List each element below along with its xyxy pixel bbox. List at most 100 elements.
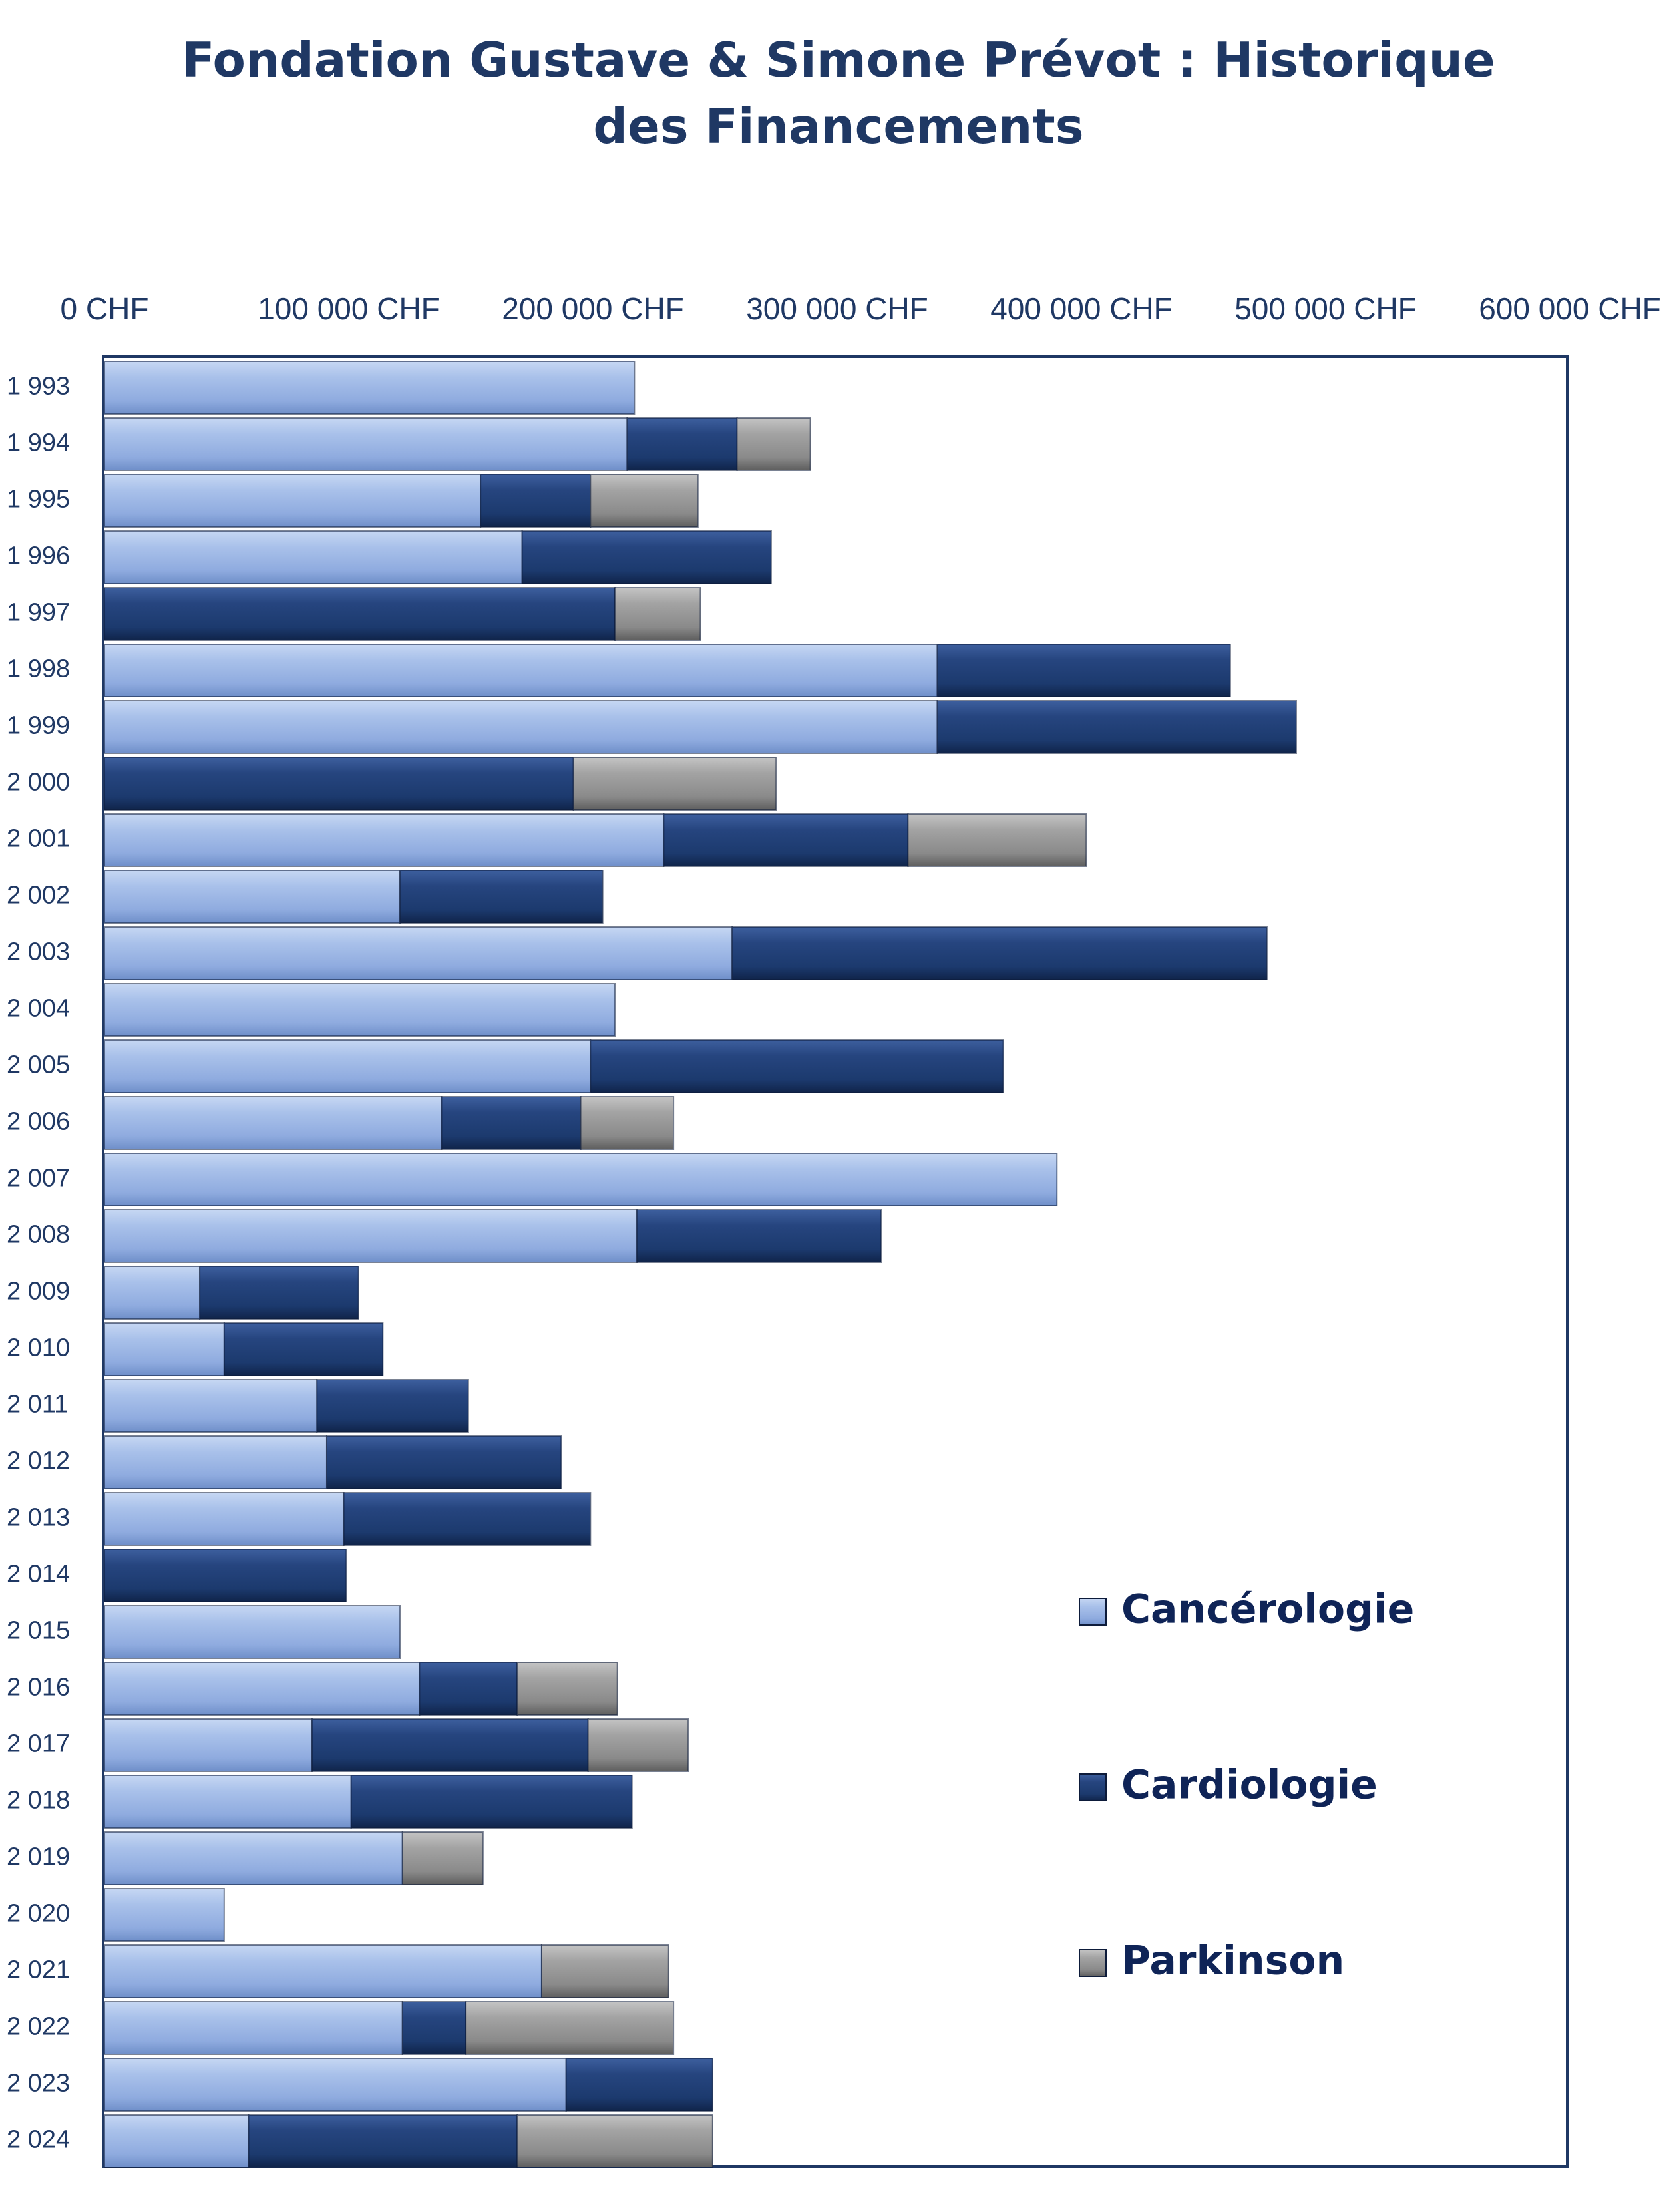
- bar-cardiologie-2008: [636, 1209, 882, 1263]
- bar-parkinson-2006: [580, 1096, 675, 1150]
- bar-cancerologie-2018: [104, 1775, 352, 1829]
- y-tick-label: 2 013: [7, 1504, 70, 1532]
- bar-cancerologie-2009: [104, 1266, 201, 1320]
- bar-parkinson-1995: [590, 474, 699, 528]
- bar-cancerologie-2007: [104, 1153, 1058, 1206]
- bar-cancerologie-2012: [104, 1435, 327, 1489]
- bar-cardiologie-2000: [104, 757, 574, 811]
- bar-cancerologie-2020: [104, 1888, 225, 1942]
- y-tick-label: 2 007: [7, 1165, 70, 1193]
- bar-parkinson-2017: [587, 1718, 689, 1772]
- bar-cancerologie-2008: [104, 1209, 638, 1263]
- legend-swatch-cardiologie: [1079, 1773, 1107, 1801]
- bar-cardiologie-2023: [565, 2058, 713, 2112]
- y-tick-label: 2 020: [7, 1900, 70, 1928]
- bar-cardiologie-2006: [441, 1096, 582, 1150]
- legend-swatch-cancerologie: [1079, 1598, 1107, 1626]
- bar-cardiologie-2002: [399, 870, 604, 924]
- legend-label-cancerologie: Cancérologie: [1121, 1586, 1414, 1633]
- x-tick-label: 400 000 CHF: [990, 291, 1173, 326]
- plot-area-frame: [102, 355, 1569, 2168]
- legend-label-parkinson: Parkinson: [1121, 1938, 1344, 1984]
- bar-cancerologie-2021: [104, 1944, 542, 1998]
- bar-cardiologie-2013: [343, 1492, 592, 1546]
- bar-cancerologie-1994: [104, 417, 628, 471]
- bar-cardiologie-1999: [936, 700, 1297, 754]
- bar-cancerologie-2015: [104, 1605, 401, 1659]
- bar-cancerologie-2024: [104, 2114, 250, 2168]
- x-tick-label: 200 000 CHF: [502, 291, 684, 326]
- y-tick-label: 2 003: [7, 938, 70, 966]
- bar-cardiologie-2017: [311, 1718, 589, 1772]
- bar-cardiologie-2012: [325, 1435, 562, 1489]
- chart-title-line-1: Fondation Gustave & Simone Prévot : Hist…: [182, 32, 1495, 88]
- bar-cardiologie-2016: [419, 1662, 518, 1716]
- y-tick-label: 1 999: [7, 712, 70, 740]
- x-tick-label: 600 000 CHF: [1479, 291, 1661, 326]
- y-tick-label: 1 998: [7, 655, 70, 683]
- y-tick-label: 2 015: [7, 1617, 70, 1645]
- y-tick-label: 2 017: [7, 1730, 70, 1758]
- bar-parkinson-2024: [516, 2114, 713, 2168]
- y-tick-label: 2 018: [7, 1787, 70, 1815]
- y-tick-label: 2 021: [7, 1956, 70, 1984]
- bar-cancerologie-2016: [104, 1662, 421, 1716]
- bar-cardiologie-2011: [316, 1379, 469, 1433]
- y-tick-label: 2 005: [7, 1051, 70, 1079]
- y-tick-label: 2 023: [7, 2070, 70, 2098]
- y-tick-label: 2 008: [7, 1221, 70, 1249]
- bar-cancerologie-2001: [104, 813, 665, 867]
- y-tick-label: 2 000: [7, 769, 70, 797]
- bar-cancerologie-2022: [104, 2001, 403, 2055]
- legend-swatch-parkinson: [1079, 1949, 1107, 1977]
- bar-cardiologie-1994: [626, 417, 738, 471]
- y-tick-label: 2 011: [7, 1391, 68, 1419]
- bar-cardiologie-2003: [731, 926, 1268, 980]
- y-tick-label: 1 997: [7, 599, 70, 627]
- y-tick-label: 1 995: [7, 486, 70, 514]
- bar-cardiologie-2010: [223, 1322, 384, 1376]
- bar-cancerologie-2010: [104, 1322, 225, 1376]
- bar-cancerologie-2004: [104, 983, 616, 1037]
- bar-parkinson-2022: [465, 2001, 675, 2055]
- bar-cardiologie-2024: [248, 2114, 518, 2168]
- bar-cancerologie-1993: [104, 361, 636, 415]
- y-tick-label: 1 994: [7, 429, 70, 457]
- chart-title-line-2: des Financements: [593, 98, 1084, 154]
- bar-cancerologie-1998: [104, 644, 938, 697]
- bar-parkinson-2016: [516, 1662, 618, 1716]
- y-tick-label: 2 016: [7, 1674, 70, 1702]
- bar-cancerologie-2011: [104, 1379, 318, 1433]
- y-tick-label: 2 019: [7, 1843, 70, 1871]
- y-tick-label: 2 001: [7, 825, 70, 853]
- bar-cancerologie-2006: [104, 1096, 443, 1150]
- bar-cancerologie-1995: [104, 474, 482, 528]
- bar-cardiologie-1997: [104, 587, 616, 641]
- bar-cancerologie-2013: [104, 1492, 345, 1546]
- y-tick-label: 2 010: [7, 1334, 70, 1362]
- bar-cancerologie-2019: [104, 1831, 403, 1885]
- chart-title: Fondation Gustave & Simone Prévot : Hist…: [0, 27, 1677, 160]
- bar-cardiologie-2018: [350, 1775, 633, 1829]
- x-tick-label: 500 000 CHF: [1234, 291, 1417, 326]
- bar-parkinson-2019: [401, 1831, 484, 1885]
- bar-cardiologie-2001: [663, 813, 909, 867]
- bar-cardiologie-2022: [401, 2001, 467, 2055]
- y-tick-label: 2 002: [7, 882, 70, 910]
- y-tick-label: 2 012: [7, 1447, 70, 1475]
- y-tick-label: 2 006: [7, 1108, 70, 1136]
- bar-parkinson-1997: [614, 587, 701, 641]
- bar-cardiologie-2009: [199, 1266, 359, 1320]
- bar-parkinson-2021: [540, 1944, 669, 1998]
- y-tick-label: 2 009: [7, 1278, 70, 1306]
- bar-cancerologie-1999: [104, 700, 938, 754]
- x-tick-label: 100 000 CHF: [258, 291, 440, 326]
- y-tick-label: 2 024: [7, 2126, 70, 2154]
- y-tick-label: 2 022: [7, 2013, 70, 2041]
- y-tick-label: 1 993: [7, 373, 70, 401]
- x-tick-label: 300 000 CHF: [746, 291, 928, 326]
- x-tick-label: 0 CHF: [61, 291, 149, 326]
- bar-parkinson-2001: [907, 813, 1087, 867]
- bar-cardiologie-2014: [104, 1549, 347, 1602]
